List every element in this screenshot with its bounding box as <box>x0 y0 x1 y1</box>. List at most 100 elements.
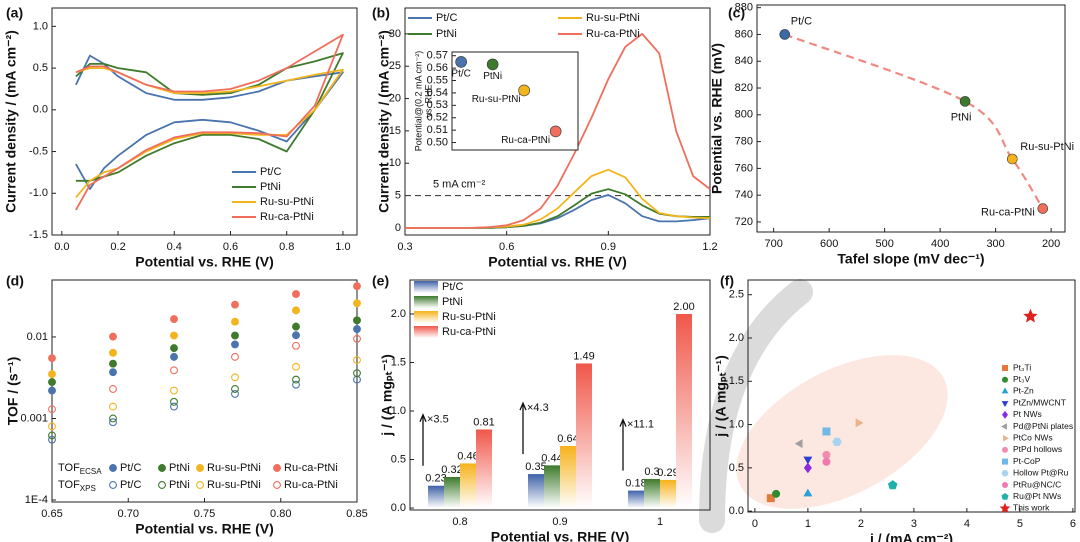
y-tick-label: 0.001 <box>20 412 48 424</box>
point <box>231 317 239 326</box>
y-tick-label: 1.5 <box>729 375 744 387</box>
point <box>231 300 239 309</box>
legend-label: Hollow Pt@Ru <box>1013 468 1069 478</box>
bar <box>644 478 660 509</box>
point <box>1023 308 1038 323</box>
panel: (d) 1E-4 0.001 0.01 0.65 0.70 0.75 0.80 0.85 Pote… <box>5 273 368 537</box>
legend-label: This work <box>1013 503 1050 513</box>
x-tick-label: 400 <box>931 238 949 250</box>
legend-row-label: TOFXPS <box>58 479 96 493</box>
point <box>48 431 56 440</box>
inset-point <box>549 125 562 138</box>
bar <box>444 477 460 509</box>
point <box>170 344 178 353</box>
bar-value-label: 0.46 <box>457 450 478 462</box>
legend-marker <box>1002 458 1008 465</box>
inset-y-label: vs. RHE <box>423 84 433 117</box>
legend-marker <box>1002 410 1008 419</box>
y-tick-label: -0.5 <box>29 145 48 157</box>
legend-marker <box>1001 492 1009 500</box>
legend-marker <box>1003 434 1009 442</box>
point <box>353 334 361 343</box>
y-tick-label: 5 <box>395 189 401 201</box>
legend-row-subscript: ECSA <box>80 467 102 476</box>
x-tick-label: 0.8 <box>279 241 294 253</box>
y-tick-label: 1.5 <box>391 356 406 368</box>
point <box>292 375 300 384</box>
legend-label: PtNi <box>260 181 281 193</box>
plot-frame <box>756 4 1066 233</box>
legend-label: Ru-su-PtNi <box>442 311 496 323</box>
y-tick-label: 0.5 <box>391 453 406 465</box>
y-tick-label: -1.5 <box>29 229 48 241</box>
series-line <box>75 52 344 182</box>
x-tick-label: 1 <box>657 516 663 528</box>
legend-label: Ru@Pt NWs <box>1013 491 1061 501</box>
x-tick-label: 2 <box>858 518 864 530</box>
legend-label: PtPd hollows <box>1013 444 1062 454</box>
bar-value-label: 0.18 <box>625 477 646 489</box>
point <box>353 299 361 308</box>
point <box>353 325 361 334</box>
inset-point-label: Pt/C <box>451 69 470 80</box>
legend-label: Ru-ca-PtNi <box>586 28 640 40</box>
y-tick-label: 0.53 <box>427 99 448 111</box>
legend-marker <box>273 464 281 472</box>
legend-label: Pt/C <box>120 462 141 474</box>
y-tick-label: 0.5 <box>729 462 744 474</box>
series-line <box>75 33 344 211</box>
legend-marker <box>1001 401 1009 407</box>
panel-label: (c) <box>728 5 745 21</box>
point <box>959 96 971 107</box>
inset-point-label: PtNi <box>483 71 502 82</box>
x-tick-label: 0.6 <box>223 241 238 253</box>
inset-point-label: Ru-su-PtNi <box>472 94 521 105</box>
x-tick-label: 0.0 <box>54 241 69 253</box>
y-axis-label: j / (A mgₚₜ⁻¹) <box>713 355 729 438</box>
legend-marker <box>196 464 204 472</box>
point <box>109 402 117 411</box>
trend-curve <box>784 33 1044 210</box>
annotation-arrow <box>519 401 527 455</box>
panel: (c) 720 740 760 780 800 820 840 860 880 700 600 500 4… <box>709 2 1074 267</box>
legend-marker <box>273 481 281 489</box>
point <box>48 354 56 363</box>
point <box>48 435 56 444</box>
x-tick-label: 5 <box>1017 518 1023 530</box>
x-axis-label: j / (mA cm⁻²) <box>869 531 953 542</box>
y-tick-label: 30 <box>389 28 401 40</box>
legend-marker <box>1001 423 1007 430</box>
bar-value-label: 1.49 <box>573 350 594 362</box>
bar-value-label: 0.3 <box>644 466 659 478</box>
point <box>832 437 842 447</box>
y-tick-label: 15 <box>389 125 401 137</box>
point <box>292 322 300 331</box>
y-axis-label: j / (A mgₚₜ⁻¹) <box>379 354 395 437</box>
legend-label: PtCo NWs <box>1013 432 1053 442</box>
point <box>48 405 56 414</box>
bar <box>544 465 560 509</box>
legend-label: Pt₃Ti <box>1013 362 1031 372</box>
legend-label: Ru-su-PtNi <box>586 12 640 24</box>
legend-swatch <box>414 311 438 323</box>
x-axis-label: Tafel slope (mV dec⁻¹) <box>837 251 984 267</box>
legend-marker <box>1001 470 1009 477</box>
x-tick-label: 700 <box>764 238 782 250</box>
y-axis-label: Potential vs. RHE (mV) <box>709 43 725 194</box>
x-axis-label: Potential vs. RHE (V) <box>135 254 273 270</box>
point <box>170 366 178 375</box>
point <box>353 369 361 378</box>
point <box>822 427 831 436</box>
legend-label: Pt/C <box>442 281 463 293</box>
x-tick-label: 3 <box>911 518 917 530</box>
plot-frame <box>409 279 711 511</box>
y-tick-label: 760 <box>735 162 753 174</box>
y-tick-label: 20 <box>389 92 401 104</box>
point <box>1037 203 1049 214</box>
inset-point-label: Ru-ca-PtNi <box>501 135 550 146</box>
x-tick-label: 0.9 <box>552 516 567 528</box>
point <box>231 331 239 340</box>
legend-label: PtNi <box>169 479 190 491</box>
bar-value-label: 0.35 <box>525 461 546 473</box>
